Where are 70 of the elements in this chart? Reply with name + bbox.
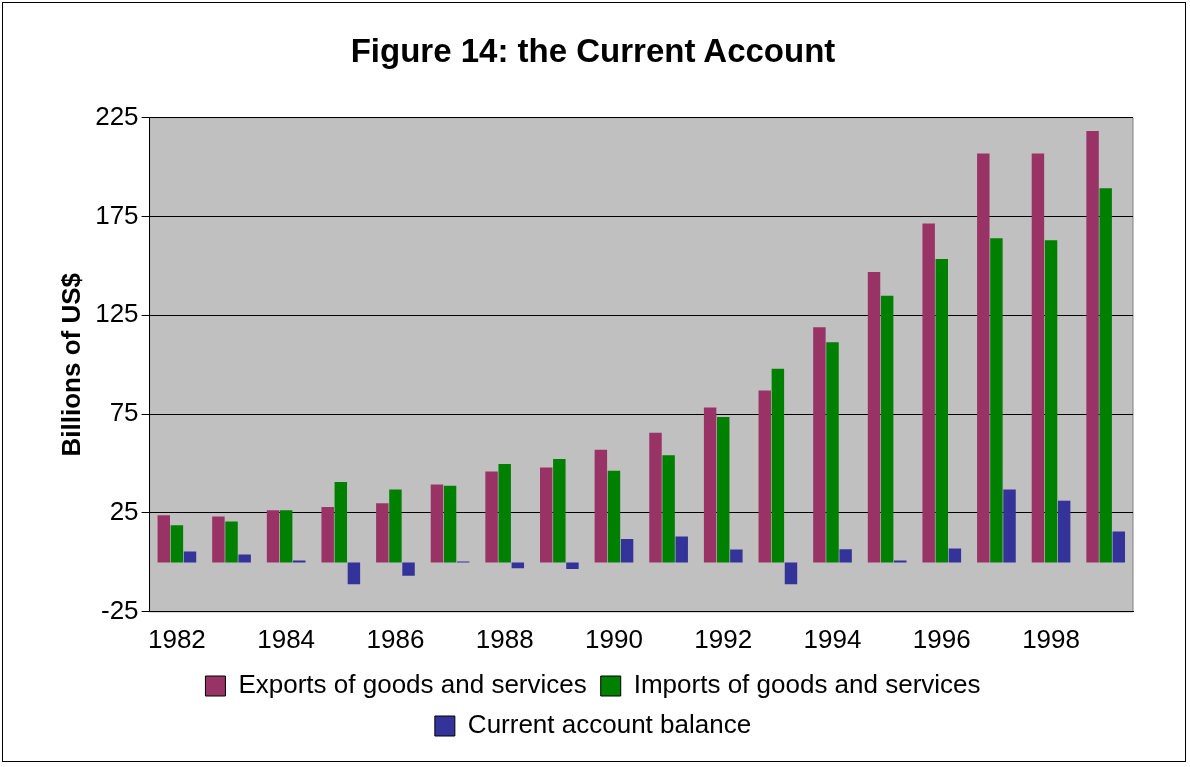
bar <box>839 549 852 563</box>
bar <box>157 515 171 563</box>
bar <box>498 463 511 563</box>
bar <box>485 471 498 563</box>
bar <box>321 507 334 563</box>
bar <box>225 521 238 563</box>
bar <box>402 562 415 576</box>
bar <box>662 455 675 563</box>
bar <box>758 390 771 563</box>
bar <box>717 416 730 563</box>
x-tick-label: 1990 <box>585 623 643 654</box>
y-tick-label: 25 <box>109 496 139 527</box>
bar <box>675 536 688 563</box>
legend-label: Exports of goods and services <box>238 669 587 700</box>
bar <box>1044 240 1058 563</box>
bar <box>1099 188 1112 563</box>
bar <box>334 481 348 563</box>
bar <box>212 516 225 563</box>
bar <box>594 449 608 563</box>
bar <box>784 562 798 585</box>
bar <box>607 470 621 563</box>
bar <box>826 342 839 563</box>
bar <box>977 153 990 563</box>
x-tick-label: 1988 <box>475 623 534 654</box>
bar <box>279 510 293 563</box>
bar <box>430 484 444 563</box>
bar <box>511 562 525 569</box>
bar <box>922 223 935 563</box>
x-tick-label: 1984 <box>257 623 316 654</box>
bar <box>389 489 402 563</box>
bar <box>813 327 826 563</box>
y-tick-label: 225 <box>95 100 139 131</box>
x-tick-label: 1986 <box>366 623 425 654</box>
y-tick-label: 125 <box>95 298 139 329</box>
bar <box>703 407 717 563</box>
bar <box>1057 500 1071 563</box>
bar <box>376 503 389 563</box>
x-tick-label: 1992 <box>694 623 753 654</box>
bar <box>266 510 280 563</box>
bar <box>347 562 361 585</box>
x-tick-label: 1994 <box>803 623 862 654</box>
bar <box>935 258 949 563</box>
legend-label: Imports of goods and services <box>633 669 981 700</box>
bar <box>880 295 894 563</box>
legend-label: Current account balance <box>467 709 752 740</box>
x-tick-label: 1982 <box>147 623 206 654</box>
bar <box>730 549 743 563</box>
bar <box>1086 131 1099 563</box>
bar <box>170 525 184 563</box>
bar <box>443 485 457 563</box>
x-tick-label: 1996 <box>912 623 971 654</box>
bar <box>867 271 881 563</box>
bar <box>1112 531 1126 563</box>
chart-title: Figure 14: the Current Account <box>350 31 836 69</box>
y-axis-title: Billions of US$ <box>55 272 86 457</box>
y-tick-label: -25 <box>101 594 139 625</box>
y-tick-label: 75 <box>109 397 139 428</box>
bar <box>1003 489 1016 563</box>
bar <box>553 458 566 563</box>
y-tick-label: 175 <box>95 199 139 230</box>
bar <box>566 562 579 570</box>
bar <box>649 432 662 563</box>
bar <box>990 238 1003 563</box>
bar <box>771 368 785 563</box>
bar <box>238 554 251 563</box>
x-tick-label: 1998 <box>1022 623 1080 654</box>
bar <box>540 467 553 563</box>
bar <box>1031 153 1045 563</box>
bar <box>620 539 634 563</box>
bar <box>948 548 962 563</box>
